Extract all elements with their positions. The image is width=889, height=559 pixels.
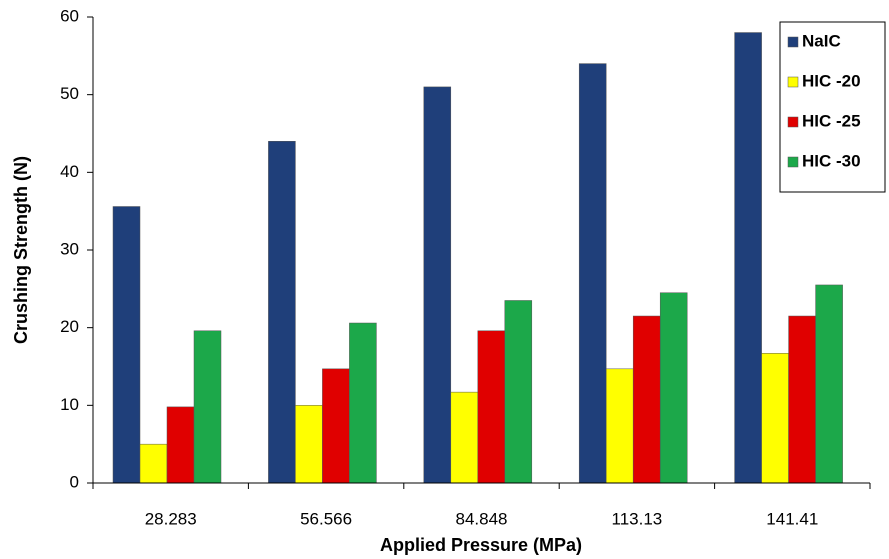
legend-text: NaIC bbox=[802, 31, 841, 50]
bar bbox=[423, 86, 452, 484]
x-tick-label: 84.848 bbox=[456, 509, 508, 528]
y-axis-title: Crushing Strength (N) bbox=[11, 156, 31, 344]
bar bbox=[166, 406, 195, 484]
y-tick-label: 30 bbox=[60, 239, 79, 258]
x-axis-title: Applied Pressure (MPa) bbox=[380, 535, 582, 555]
bar bbox=[139, 443, 168, 484]
bar bbox=[477, 330, 506, 484]
bar bbox=[788, 315, 816, 484]
legend-swatch bbox=[787, 36, 799, 48]
bar bbox=[605, 368, 634, 484]
x-tick-label: 28.283 bbox=[145, 509, 197, 528]
bar bbox=[659, 292, 688, 484]
bar bbox=[632, 315, 661, 484]
legend-text: HIC -30 bbox=[802, 151, 861, 170]
x-tick-label: 113.13 bbox=[612, 509, 663, 528]
y-tick-label: 20 bbox=[60, 317, 79, 336]
legend-swatch bbox=[787, 156, 799, 168]
legend-swatch bbox=[787, 116, 799, 128]
bar bbox=[349, 322, 377, 484]
y-tick-label: 50 bbox=[60, 84, 79, 103]
bar bbox=[815, 284, 843, 484]
x-tick-label: 56.566 bbox=[300, 509, 352, 528]
y-tick-label: 0 bbox=[70, 472, 79, 491]
bar bbox=[268, 141, 296, 484]
bar bbox=[112, 206, 141, 484]
bar bbox=[578, 63, 607, 484]
legend-text: HIC -20 bbox=[802, 71, 861, 90]
legend-text: HIC -25 bbox=[802, 111, 861, 130]
bar bbox=[734, 32, 762, 484]
y-tick-label: 40 bbox=[60, 162, 79, 181]
y-tick-label: 10 bbox=[60, 395, 79, 414]
x-tick-label: 141.41 bbox=[766, 509, 818, 528]
legend-swatch bbox=[787, 76, 799, 88]
bar bbox=[193, 330, 222, 484]
bar bbox=[322, 368, 350, 484]
bar bbox=[450, 391, 479, 484]
bar bbox=[761, 353, 789, 484]
y-tick-label: 60 bbox=[60, 6, 79, 25]
bar bbox=[504, 300, 533, 484]
bar bbox=[295, 405, 323, 484]
